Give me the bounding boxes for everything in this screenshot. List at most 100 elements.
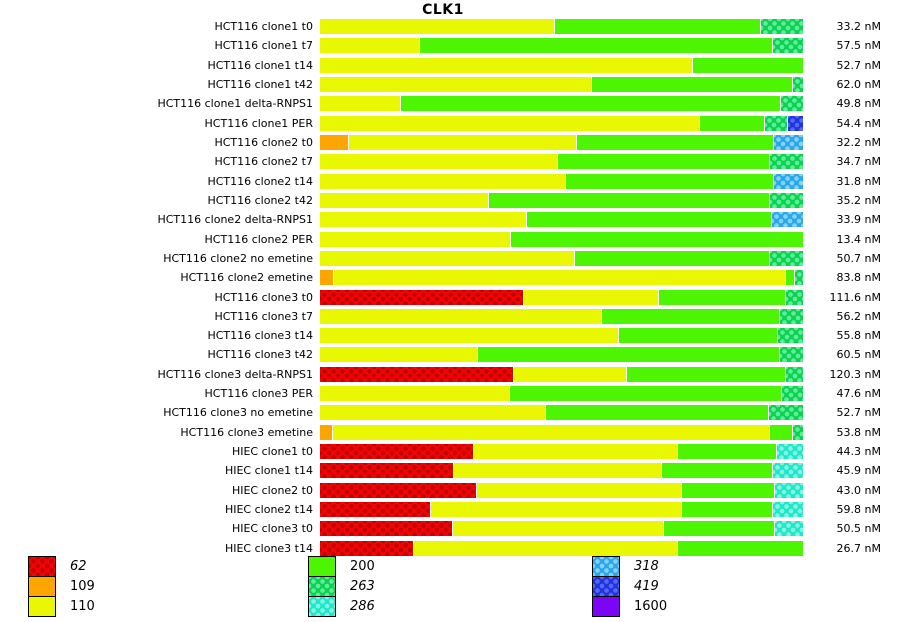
table-row: HCT116 clone1 t14 52.7 nM (0, 56, 881, 75)
table-row: HCT116 clone2 t7 34.7 nM (0, 152, 881, 171)
legend-label: 200 (350, 559, 375, 574)
row-label: HCT116 clone1 PER (204, 116, 313, 130)
row-value: 33.9 nM (836, 213, 881, 227)
chart-title: CLK1 (422, 2, 464, 18)
table-row: HCT116 clone2 PER 13.4 nM (0, 229, 881, 248)
table-row: HCT116 clone2 no emetine 50.7 nM (0, 249, 881, 268)
bar-segment-green (627, 366, 785, 382)
bar-segment-yellow (320, 192, 488, 208)
bar-segment-green263 (765, 115, 787, 131)
row-label: HCT116 clone3 t7 (214, 309, 313, 323)
row-value: 35.2 nM (836, 193, 881, 207)
bar-segment-green263 (780, 308, 803, 324)
legend-item: 419 (592, 576, 667, 597)
bar-segment-green (511, 231, 803, 247)
bar-segment-green263 (786, 366, 803, 382)
stacked-bar (320, 77, 803, 93)
stacked-bar (320, 19, 803, 35)
bar-segment-yellow (320, 386, 509, 402)
stacked-bar (320, 135, 803, 151)
bar-segment-green263 (770, 250, 803, 266)
row-label: HCT116 clone3 t0 (214, 290, 313, 304)
table-row: HCT116 clone1 t42 62.0 nM (0, 75, 881, 94)
legend-swatch-yellow (28, 596, 56, 617)
stacked-bar (320, 482, 803, 498)
bar-segment-yellow (320, 173, 565, 189)
bar-segment-green (401, 96, 780, 112)
bar-segment-yellow (320, 347, 477, 363)
bar-segment-green263 (770, 154, 803, 170)
bar-segment-yellow (349, 135, 576, 151)
row-value: 31.8 nM (836, 174, 881, 188)
row-value: 43.0 nM (836, 483, 881, 497)
legend-item: 263 (308, 576, 375, 597)
legend-swatch-orange (28, 576, 56, 597)
bar-segment-green263 (761, 19, 803, 35)
row-label: HIEC clone2 t14 (224, 502, 313, 516)
stacked-bar (320, 173, 803, 189)
bar-segment-cyan286 (777, 444, 803, 460)
table-row: HCT116 clone3 emetine 53.8 nM (0, 423, 881, 442)
bar-segment-green263 (782, 386, 803, 402)
row-label: HCT116 clone2 t7 (214, 155, 313, 169)
stacked-bar (320, 212, 803, 228)
bar-segment-red (320, 463, 453, 479)
row-value: 55.8 nM (836, 329, 881, 343)
legend-label: 318 (634, 559, 659, 574)
bar-segment-green (682, 501, 772, 517)
bar-segment-green (566, 173, 773, 189)
legend-item: 62 (28, 556, 95, 577)
legend-swatch-purple1600 (592, 596, 620, 617)
row-value: 59.8 nM (836, 502, 881, 516)
stacked-bar (320, 405, 803, 421)
stacked-bar (320, 521, 803, 537)
stacked-bar (320, 192, 803, 208)
stacked-bar (320, 231, 803, 247)
bar-segment-yellow (320, 212, 526, 228)
stacked-bar (320, 57, 803, 73)
table-row: HIEC clone3 t0 50.5 nM (0, 519, 881, 538)
stacked-bar (320, 540, 803, 556)
row-value: 50.5 nM (836, 522, 881, 536)
bar-segment-yellow (320, 115, 699, 131)
row-label: HCT116 clone2 t42 (207, 193, 313, 207)
bar-segment-green (510, 386, 781, 402)
bar-segment-green263 (778, 328, 803, 344)
row-value: 111.6 nM (829, 290, 881, 304)
row-value: 56.2 nM (836, 309, 881, 323)
legend-item: 109 (28, 576, 95, 597)
table-row: HCT116 clone3 t14 55.8 nM (0, 326, 881, 345)
row-value: 34.7 nM (836, 155, 881, 169)
stacked-bar (320, 270, 803, 286)
bar-segment-yellow (320, 250, 574, 266)
row-label: HIEC clone2 t0 (231, 483, 313, 497)
bar-segment-green (527, 212, 771, 228)
bar-segment-green (577, 135, 773, 151)
row-value: 52.7 nM (836, 406, 881, 420)
legend-label: 419 (634, 579, 659, 594)
bar-segment-green (662, 463, 772, 479)
bar-segment-yellow (514, 366, 626, 382)
table-row: HCT116 clone3 t42 60.5 nM (0, 345, 881, 364)
stacked-bar (320, 444, 803, 460)
table-row: HIEC clone2 t14 59.8 nM (0, 500, 881, 519)
row-value: 54.4 nM (836, 116, 881, 130)
bar-rows: HCT116 clone1 t0 33.2 nM HCT116 clone1 t7 5… (0, 17, 881, 558)
row-value: 45.9 nM (836, 464, 881, 478)
bar-segment-yellow (453, 521, 663, 537)
legend-column: 200 263 286 (308, 556, 375, 617)
stacked-bar (320, 386, 803, 402)
legend-item: 110 (28, 596, 95, 617)
bar-segment-orange (320, 135, 348, 151)
bar-segment-yellow (454, 463, 661, 479)
bar-segment-cyan286 (773, 463, 803, 479)
bar-segment-green (619, 328, 777, 344)
row-value: 57.5 nM (836, 39, 881, 53)
stacked-bar (320, 366, 803, 382)
bar-segment-yellow (320, 96, 400, 112)
bar-segment-green (682, 482, 774, 498)
row-label: HIEC clone3 t0 (231, 522, 313, 536)
bar-segment-orange (320, 424, 332, 440)
bar-segment-yellow (320, 38, 419, 54)
stacked-bar (320, 347, 803, 363)
